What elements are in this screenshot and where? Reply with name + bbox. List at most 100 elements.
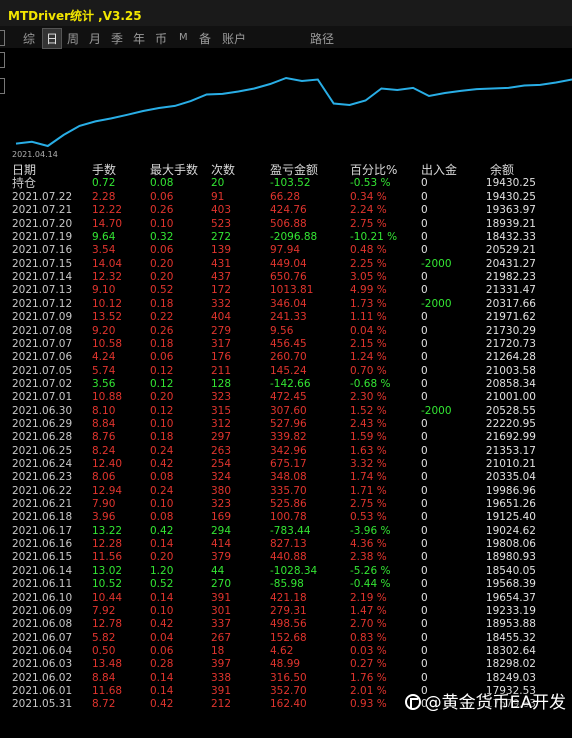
cell-bal: 18432.33 [485, 231, 536, 244]
table-row[interactable]: 2021.06.17 13.22 0.42 294 -783.44 -3.96 % 0 190… [0, 525, 572, 538]
holding-row[interactable]: 持仓 0.72 0.08 20 -103.52 -0.53 % 0 19430.… [0, 177, 572, 190]
tab-4[interactable]: 季 [111, 32, 124, 46]
table-row[interactable]: 2021.06.16 12.28 0.14 414 827.13 4.36 % 0 19808… [0, 538, 572, 551]
cell-pnl: 100.78 [270, 511, 307, 524]
cell-date: 2021.06.24 [12, 458, 73, 470]
table-row[interactable]: 2021.06.10 10.44 0.14 391 421.18 2.19 % 0 19654… [0, 592, 572, 605]
header-percent[interactable]: 百分比% [350, 163, 398, 177]
cell-count: 380 [211, 484, 232, 497]
table-row[interactable]: 2021.06.18 3.96 0.08 169 100.78 0.53 % 0 19125.… [0, 511, 572, 524]
cell-pnl: 456.45 [270, 337, 307, 350]
cell-bal: 21971.62 [485, 311, 536, 324]
cell-count: 404 [211, 311, 232, 324]
header-count[interactable]: 次数 [211, 163, 236, 177]
cell-count: 414 [211, 538, 232, 551]
cell-lots: 5.74 [92, 364, 116, 377]
cell-bal: 18249.03 [485, 671, 536, 684]
header-max-lots[interactable]: 最大手数 [150, 163, 199, 177]
tab-5[interactable]: 年 [133, 32, 146, 46]
cell-pct: 2.70 % [350, 618, 387, 631]
table-row[interactable]: 2021.07.16 3.54 0.06 139 97.94 0.48 % 0 20529.2… [0, 244, 572, 257]
cell-lots: 8.24 [92, 444, 116, 457]
cell-count: 294 [211, 524, 232, 537]
cell-pct: 1.59 % [350, 431, 387, 444]
cell-count: 403 [211, 204, 232, 217]
table-row[interactable]: 2021.06.04 0.50 0.06 18 4.62 0.03 % 0 18302.64 [0, 645, 572, 658]
table-row[interactable]: 2021.07.15 14.04 0.20 431 449.04 2.25 % -2000 2… [0, 258, 572, 271]
table-row[interactable]: 2021.06.14 13.02 1.20 44 -1028.34 -5.26 % 0 185… [0, 565, 572, 578]
table-row[interactable]: 2021.07.07 10.58 0.18 317 456.45 2.15 % 0 21720… [0, 338, 572, 351]
header-date[interactable]: 日期 [12, 163, 37, 177]
table-row[interactable]: 2021.06.24 12.40 0.42 254 675.17 3.32 % 0 21010… [0, 458, 572, 471]
table-row[interactable]: 2021.07.20 14.70 0.10 523 506.88 2.75 % 0 18939… [0, 218, 572, 231]
table-row[interactable]: 2021.07.01 10.88 0.20 323 472.45 2.30 % 0 21001… [0, 391, 572, 404]
cell-count: 523 [211, 217, 232, 230]
table-row[interactable]: 2021.05.31 8.72 0.42 212 162.40 0.93 % 0 17579.… [0, 698, 572, 711]
tab-9[interactable]: 账户 [222, 32, 247, 46]
cell-pct: 0.83 % [350, 631, 387, 644]
cell-count: 279 [211, 324, 232, 337]
cell-dep: 0 [421, 591, 428, 604]
cell-max: 0.42 [150, 618, 174, 631]
table-row[interactable]: 2021.06.03 13.48 0.28 397 48.99 0.27 % 0 18298.… [0, 658, 572, 671]
tab-10[interactable]: 路径 [310, 32, 335, 46]
table-row[interactable]: 2021.07.19 9.64 0.32 272 -2096.88 -10.21 % 0 18… [0, 231, 572, 244]
tab-8[interactable]: 备 [199, 32, 212, 46]
cell-max: 0.24 [150, 444, 174, 457]
table-row[interactable]: 2021.06.07 5.82 0.04 267 152.68 0.83 % 0 18455.… [0, 632, 572, 645]
tab-2[interactable]: 周 [67, 32, 80, 46]
table-row[interactable]: 2021.06.22 12.94 0.24 380 335.70 1.71 % 0 19986… [0, 485, 572, 498]
table-row[interactable]: 2021.07.14 12.32 0.20 437 650.76 3.05 % 0 21982… [0, 271, 572, 284]
table-row[interactable]: 2021.06.30 8.10 0.12 315 307.60 1.52 % -2000 20… [0, 405, 572, 418]
table-row[interactable]: 2021.06.21 7.90 0.10 323 525.86 2.75 % 0 19651.… [0, 498, 572, 511]
cell-max: 0.18 [150, 297, 174, 310]
table-row[interactable]: 2021.06.29 8.84 0.10 312 527.96 2.43 % 0 22220.… [0, 418, 572, 431]
table-row[interactable]: 2021.06.01 11.68 0.14 391 352.70 2.01 % 0 17932… [0, 685, 572, 698]
table-row[interactable]: 2021.07.02 3.56 0.12 128 -142.66 -0.68 % 0 2085… [0, 378, 572, 391]
cell-pct: 3.05 % [350, 271, 387, 284]
table-row[interactable]: 2021.07.08 9.20 0.26 279 9.56 0.04 % 0 21730.29 [0, 325, 572, 338]
cell-pct: 1.47 % [350, 604, 387, 617]
cell-bal: 18298.02 [485, 658, 536, 671]
header-deposit[interactable]: 出入金 [421, 163, 458, 177]
cell-date: 2021.06.04 [12, 644, 73, 657]
header-balance[interactable]: 余额 [490, 163, 515, 177]
cell-count: 263 [211, 444, 232, 457]
header-pnl[interactable]: 盈亏金额 [270, 163, 319, 177]
table-row[interactable]: 2021.06.23 8.06 0.08 324 348.08 1.74 % 0 20335.… [0, 471, 572, 484]
table-row[interactable]: 2021.06.28 8.76 0.18 297 339.82 1.59 % 0 21692.… [0, 431, 572, 444]
table-row[interactable]: 2021.07.05 5.74 0.12 211 145.24 0.70 % 0 21003.… [0, 365, 572, 378]
table-row[interactable]: 2021.06.09 7.92 0.10 301 279.31 1.47 % 0 19233.… [0, 605, 572, 618]
holding-deposit: 0 [421, 177, 428, 189]
cell-date: 2021.07.08 [12, 324, 73, 337]
cell-lots: 8.10 [92, 404, 116, 417]
table-row[interactable]: 2021.07.06 4.24 0.06 176 260.70 1.24 % 0 21264.… [0, 351, 572, 364]
table-row[interactable]: 2021.06.02 8.84 0.14 338 316.50 1.76 % 0 18249.… [0, 672, 572, 685]
table-row[interactable]: 2021.07.12 10.12 0.18 332 346.04 1.73 % -2000 2… [0, 298, 572, 311]
table-row[interactable]: 2021.06.08 12.78 0.42 337 498.56 2.70 % 0 18953… [0, 618, 572, 631]
table-row[interactable]: 2021.07.09 13.52 0.22 404 241.33 1.11 % 0 21971… [0, 311, 572, 324]
tab-0[interactable]: 综 [23, 32, 36, 46]
table-row[interactable]: 2021.06.25 8.24 0.24 263 342.96 1.63 % 0 21353.… [0, 445, 572, 458]
cell-pct: 2.75 % [350, 498, 387, 511]
cell-lots: 10.44 [92, 591, 123, 604]
tab-1[interactable]: 日 [42, 28, 63, 49]
cell-pct: 1.24 % [350, 351, 387, 364]
tab-6[interactable]: 币 [155, 32, 168, 46]
cell-max: 0.10 [150, 604, 174, 617]
cell-max: 0.04 [150, 631, 174, 644]
header-lots[interactable]: 手数 [92, 163, 117, 177]
edge-marker [0, 52, 5, 68]
cell-lots: 14.70 [92, 217, 123, 230]
equity-chart-svg [15, 76, 572, 148]
table-row[interactable]: 2021.07.22 2.28 0.06 91 66.28 0.34 % 0 19430.25 [0, 191, 572, 204]
tab-7[interactable]: M [179, 32, 188, 43]
cell-pct: 2.30 % [350, 391, 387, 404]
table-row[interactable]: 2021.07.13 9.10 0.52 172 1013.81 4.99 % 0 21331… [0, 284, 572, 297]
table-row[interactable]: 2021.07.21 12.22 0.26 403 424.76 2.24 % 0 19363… [0, 204, 572, 217]
tab-3[interactable]: 月 [89, 32, 102, 46]
table-row[interactable]: 2021.06.15 11.56 0.20 379 440.88 2.38 % 0 18980… [0, 551, 572, 564]
cell-pnl: 650.76 [270, 271, 307, 284]
cell-count: 317 [211, 337, 232, 350]
table-row[interactable]: 2021.06.11 10.52 0.52 270 -85.98 -0.44 % 0 1956… [0, 578, 572, 591]
